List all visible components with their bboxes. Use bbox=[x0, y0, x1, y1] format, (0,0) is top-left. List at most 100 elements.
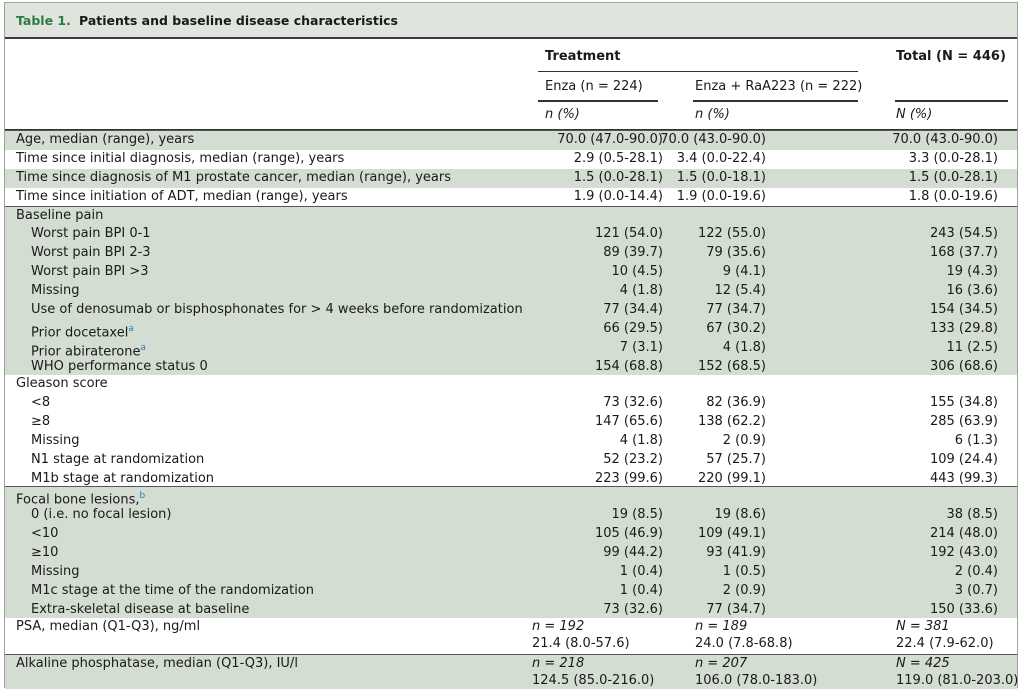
combo-value: 122 (55.0) bbox=[697, 226, 766, 241]
row-label: 0 (i.e. no focal lesion) bbox=[31, 506, 171, 524]
footnote-marker[interactable]: a bbox=[128, 324, 134, 334]
combo-value: 57 (25.7) bbox=[706, 452, 766, 467]
row-separator bbox=[5, 130, 1017, 131]
table-row: Time since diagnosis of M1 prostate canc… bbox=[5, 169, 1017, 188]
total-underline bbox=[895, 100, 1008, 102]
row-label-text: Time since initiation of ADT, median (ra… bbox=[16, 189, 348, 204]
enza-value: 52 (23.2) bbox=[603, 452, 663, 467]
row-label-text: ≥10 bbox=[31, 545, 59, 560]
combo-value: 79 (35.6) bbox=[706, 245, 766, 260]
row-label-text: Missing bbox=[31, 283, 80, 298]
table-row: Worst pain BPI 0-1 121 (54.0) 122 (55.0) 24… bbox=[5, 225, 1017, 244]
total-value: 192 (43.0) bbox=[929, 545, 998, 560]
table-row: Use of denosumab or bisphosphonates for … bbox=[5, 301, 1017, 320]
combo-value: 9 (4.1) bbox=[722, 264, 766, 279]
row-label: M1c stage at the time of the randomizati… bbox=[31, 582, 314, 600]
row-label: Worst pain BPI 2-3 bbox=[31, 244, 151, 262]
header-total: Total (N = 446) bbox=[896, 49, 1006, 64]
combo-n-cell: n = 207 bbox=[695, 656, 748, 671]
table-title-bar: Table 1. Patients and baseline disease c… bbox=[5, 3, 1017, 39]
enza-n-cell: n = 218 bbox=[532, 656, 585, 671]
total-value: 16 (3.6) bbox=[946, 283, 999, 298]
total-value: 150 (33.6) bbox=[929, 602, 998, 617]
table-title: Patients and baseline disease characteri… bbox=[79, 13, 398, 28]
row-label: N1 stage at randomization bbox=[31, 451, 204, 469]
total-value: 243 (54.5) bbox=[929, 226, 998, 241]
row-label-text: Missing bbox=[31, 564, 80, 579]
enza-value: 77 (34.4) bbox=[603, 302, 663, 317]
table-row: Prior docetaxela 66 (29.5) 67 (30.2) 133 (2… bbox=[5, 320, 1017, 341]
row-label-text: Time since initial diagnosis, median (ra… bbox=[16, 151, 345, 166]
total-value: 168 (37.7) bbox=[929, 245, 998, 260]
total-value: 11 (2.5) bbox=[946, 340, 999, 355]
enza-value: 105 (46.9) bbox=[594, 526, 663, 541]
table-row: Prior abirateronea 7 (3.1) 4 (1.8) 11 (2.5) bbox=[5, 339, 1017, 360]
row-label-text: WHO performance status 0 bbox=[31, 359, 208, 374]
table-row: M1b stage at randomization 223 (99.6) 220 … bbox=[5, 470, 1017, 487]
combo-value: 4 (1.8) bbox=[722, 340, 766, 355]
total-value: 119.0 (81.0-203.0) bbox=[896, 673, 1019, 688]
table-row: <10 105 (46.9) 109 (49.1) 214 (48.0) bbox=[5, 525, 1017, 544]
total-value: 1.8 (0.0-19.6) bbox=[908, 189, 998, 204]
row-label-text: Baseline pain bbox=[16, 208, 104, 223]
footnote-marker[interactable]: b bbox=[139, 491, 146, 501]
row-label-text: Gleason score bbox=[16, 376, 108, 391]
row-label: Extra-skeletal disease at baseline bbox=[31, 601, 249, 619]
table-row: WHO performance status 0 154 (68.8) 152 (6… bbox=[5, 358, 1017, 375]
row-label: <8 bbox=[31, 394, 50, 412]
combo-value: 19 (8.6) bbox=[714, 507, 767, 522]
total-value: 285 (63.9) bbox=[929, 414, 998, 429]
combo-n-cell: n = 189 bbox=[695, 619, 748, 634]
row-label: Gleason score bbox=[16, 375, 108, 393]
table-row: PSA, median (Q1-Q3), ng/ml n = 192 n = 189… bbox=[5, 618, 1017, 655]
combo-value: 82 (36.9) bbox=[706, 395, 766, 410]
total-value: 154 (34.5) bbox=[929, 302, 998, 317]
table-row: Missing 4 (1.8) 12 (5.4) 16 (3.6) bbox=[5, 282, 1017, 301]
row-label: ≥10 bbox=[31, 544, 58, 562]
total-value: 6 (1.3) bbox=[954, 433, 998, 448]
row-label-text: <10 bbox=[31, 526, 59, 541]
enza-value: 7 (3.1) bbox=[619, 340, 663, 355]
row-label-text: Alkaline phosphatase, median (Q1-Q3), IU… bbox=[16, 656, 298, 671]
combo-value: 93 (41.9) bbox=[706, 545, 766, 560]
row-label-text: Worst pain BPI 2-3 bbox=[31, 245, 151, 260]
row-label: WHO performance status 0 bbox=[31, 358, 208, 376]
total-n-cell: N = 381 bbox=[896, 619, 950, 634]
table-row: ≥8 147 (65.6) 138 (62.2) 285 (63.9) bbox=[5, 413, 1017, 432]
row-label: ≥8 bbox=[31, 413, 50, 431]
footnote-marker[interactable]: a bbox=[140, 343, 146, 353]
header-n-pct-total: N (%) bbox=[896, 107, 933, 122]
row-label-text: Prior docetaxel bbox=[31, 325, 129, 341]
table-group-row: Focal bone lesions,b bbox=[5, 487, 1017, 507]
combo-value: 1 (0.5) bbox=[722, 564, 766, 579]
enza-value: 223 (99.6) bbox=[594, 471, 663, 486]
row-label: PSA, median (Q1-Q3), ng/ml bbox=[16, 618, 200, 636]
total-n-cell: N = 425 bbox=[896, 656, 950, 671]
combo-value: 152 (68.5) bbox=[697, 359, 766, 374]
total-value: 19 (4.3) bbox=[946, 264, 999, 279]
table-row: ≥10 99 (44.2) 93 (41.9) 192 (43.0) bbox=[5, 544, 1017, 563]
row-label-text: PSA, median (Q1-Q3), ng/ml bbox=[16, 619, 201, 634]
row-label-text: Use of denosumab or bisphosphonates for … bbox=[31, 302, 523, 317]
total-value: 3 (0.7) bbox=[954, 583, 998, 598]
combo-value: 24.0 (7.8-68.8) bbox=[695, 636, 793, 651]
header-enza: Enza (n = 224) bbox=[545, 79, 643, 94]
header-enza-ra: Enza + RaA223 (n = 222) bbox=[695, 79, 863, 94]
combo-value: 138 (62.2) bbox=[697, 414, 766, 429]
row-label: Time since diagnosis of M1 prostate canc… bbox=[16, 169, 451, 187]
enza-value: 70.0 (47.0-90.0) bbox=[557, 132, 663, 147]
enza-underline bbox=[538, 100, 658, 102]
combo-value: 70.0 (43.0-90.0) bbox=[660, 132, 766, 147]
table-row: Worst pain BPI 2-3 89 (39.7) 79 (35.6) 168 … bbox=[5, 244, 1017, 263]
enza-value: 89 (39.7) bbox=[603, 245, 663, 260]
total-value: 38 (8.5) bbox=[946, 507, 999, 522]
row-label-text: M1b stage at randomization bbox=[31, 471, 215, 486]
row-label-text: Prior abiraterone bbox=[31, 344, 141, 360]
row-label-text: N1 stage at randomization bbox=[31, 452, 205, 467]
row-label-text: Extra-skeletal disease at baseline bbox=[31, 602, 250, 617]
row-label: Use of denosumab or bisphosphonates for … bbox=[31, 301, 523, 319]
enza-value: 73 (32.6) bbox=[603, 395, 663, 410]
table-group-row: Baseline pain bbox=[5, 207, 1017, 225]
enza-value: 2.9 (0.5-28.1) bbox=[573, 151, 663, 166]
total-value: 2 (0.4) bbox=[954, 564, 998, 579]
